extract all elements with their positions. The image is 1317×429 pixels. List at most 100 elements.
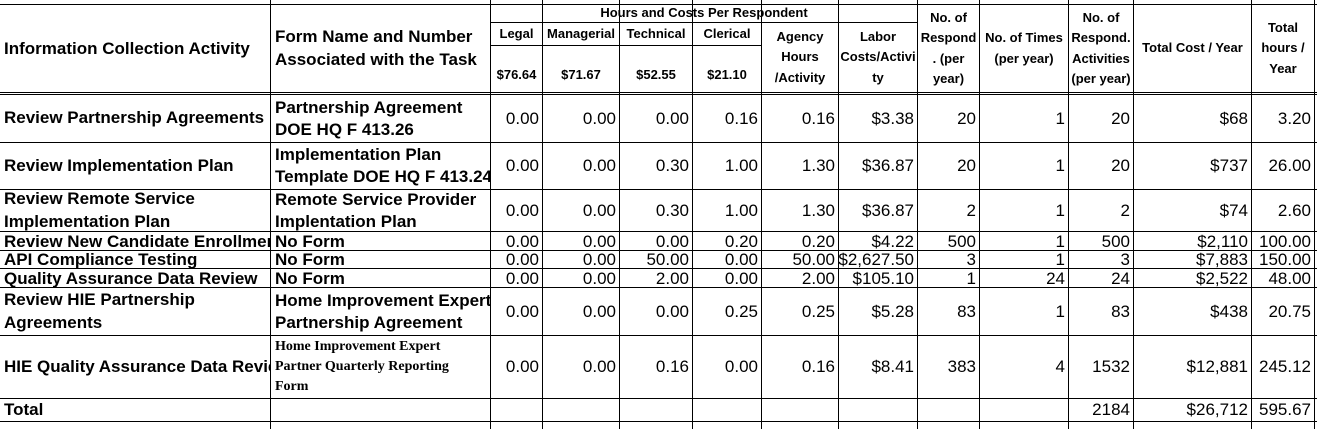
header-group: Hours and Costs Per Respondent [600, 5, 808, 21]
header-legal: Legal [499, 25, 534, 41]
header-form-line: Associated with the Task [275, 49, 477, 69]
grid-line [0, 250, 1317, 251]
header-technical: Technical [626, 25, 686, 41]
form-text: Partnership Agreement [275, 312, 463, 332]
cell-total-cost: $7,883 [1196, 251, 1248, 268]
cell-total-hours: 2.60 [1277, 200, 1311, 220]
grid-line [542, 0, 543, 429]
cell-technical: 0.00 [655, 232, 689, 250]
grid-line [761, 0, 762, 429]
form-text: Form [275, 379, 309, 395]
cell-clerical: 0.00 [724, 269, 758, 287]
header-total-hours: Total hours / Year [1252, 5, 1314, 92]
form-text: Implentation Plan [275, 211, 417, 231]
cell-activities: 24 [1111, 269, 1130, 287]
form-text: Implementation Plan [275, 145, 442, 165]
form-text: Partnership Agreement [275, 97, 463, 117]
cell-managerial: 0.00 [582, 200, 616, 220]
header-line: /Activity [774, 69, 826, 85]
cell-agency-hours: 0.16 [801, 357, 835, 376]
cell-legal: 0.00 [505, 301, 539, 321]
header-line: Respond [920, 30, 977, 46]
cell-managerial: 0.00 [582, 269, 616, 287]
cell-respondents: 3 [966, 251, 976, 268]
cell-total-hours: 26.00 [1268, 156, 1311, 175]
cell-clerical: 0.16 [724, 108, 758, 128]
cell-labor-cost: $4.22 [871, 232, 914, 250]
grid-line [0, 421, 1317, 422]
cell-respondents: 500 [947, 232, 976, 250]
activity-text: Agreements [4, 312, 103, 332]
cell-total-hours: 100.00 [1259, 232, 1311, 250]
cell-technical: 0.00 [655, 108, 689, 128]
cell-total-cost: $2,110 [1197, 232, 1248, 250]
header-line: year) [932, 70, 965, 86]
cell-activity: Review Partnership Agreements [0, 95, 270, 142]
cell-labor-cost: $5.28 [871, 301, 914, 321]
header-line: Agency [776, 29, 824, 45]
cell-form: Home Improvement Expert Partnership Agree… [271, 288, 490, 335]
grid-line [0, 4, 1317, 5]
cell-legal: 0.00 [505, 357, 539, 376]
header-line: Hours [781, 49, 819, 65]
grid-line [1251, 0, 1252, 429]
grid-line [490, 0, 491, 429]
cell-legal: 0.00 [505, 156, 539, 175]
activity-text: Review Implementation Plan [4, 155, 234, 175]
form-text: Home Improvement Expert [275, 338, 441, 354]
cell-times: 1 [1055, 301, 1065, 321]
total-activities: 2184 [1092, 400, 1130, 419]
cell-clerical: 0.00 [724, 251, 758, 268]
cell-agency-hours: 0.20 [801, 232, 835, 250]
cell-activity: Review Remote Service Implementation Plan [0, 190, 270, 231]
grid-line [490, 45, 761, 46]
cell-managerial: 0.00 [582, 156, 616, 175]
cell-total-hours: 20.75 [1268, 301, 1311, 321]
cell-respondents: 2 [966, 200, 976, 220]
header-form-line: Form Name and Number [275, 26, 473, 46]
cell-activities: 500 [1101, 232, 1130, 250]
form-text: No Form [275, 251, 345, 268]
cell-agency-hours: 50.00 [792, 251, 835, 268]
cell-legal: 0.00 [505, 200, 539, 220]
cell-form: Remote Service Provider Implentation Plan [271, 190, 490, 231]
activity-text: Review New Candidate Enrollment. [4, 232, 270, 250]
cell-respondents: 20 [957, 108, 976, 128]
activity-text: Review Partnership Agreements [4, 108, 265, 128]
header-line: Year [1269, 60, 1297, 76]
cell-activity: Review HIE Partnership Agreements [0, 288, 270, 335]
grid-line [490, 22, 917, 23]
cell-labor-cost: $2,627.50 [839, 251, 914, 268]
cell-managerial: 0.00 [582, 232, 616, 250]
header-line: Total [1267, 20, 1299, 36]
form-text: Remote Service Provider [275, 190, 477, 209]
activity-text: Quality Assurance Data Review [4, 269, 258, 287]
cell-activities: 2 [1120, 200, 1130, 220]
grid-line [1314, 0, 1315, 429]
cell-labor-cost: $36.87 [862, 200, 914, 220]
cell-managerial: 0.00 [582, 357, 616, 376]
cell-technical: 0.30 [655, 200, 689, 220]
total-label: Total [4, 400, 44, 419]
form-text: Partner Quarterly Reporting [275, 358, 449, 374]
cell-activity: Review Implementation Plan [0, 143, 270, 189]
cell-total-cost: $74 [1219, 200, 1248, 220]
cell-activities: 1532 [1092, 357, 1130, 376]
cell-total-cost: $438 [1210, 301, 1248, 321]
cell-labor-cost: $8.41 [871, 357, 914, 376]
grid-line [0, 398, 1317, 399]
cell-respondents: 83 [957, 301, 976, 321]
grid-line [0, 268, 1317, 269]
cell-clerical: 0.20 [724, 232, 758, 250]
cell-form: Implementation Plan Template DOE HQ F 413… [271, 143, 490, 189]
grid-line [0, 231, 1317, 232]
cell-legal: 0.00 [505, 232, 539, 250]
cell-respondents: 383 [947, 357, 976, 376]
grid-line [619, 0, 620, 429]
cell-times: 24 [1046, 269, 1065, 287]
header-activities: No. of Respond. Activities (per year) [1069, 5, 1133, 92]
activity-text: API Compliance Testing [4, 251, 198, 268]
header-agency-hours: Agency Hours /Activity [762, 23, 838, 92]
activity-text: Review Remote Service [4, 190, 195, 209]
grid-line [270, 0, 271, 429]
